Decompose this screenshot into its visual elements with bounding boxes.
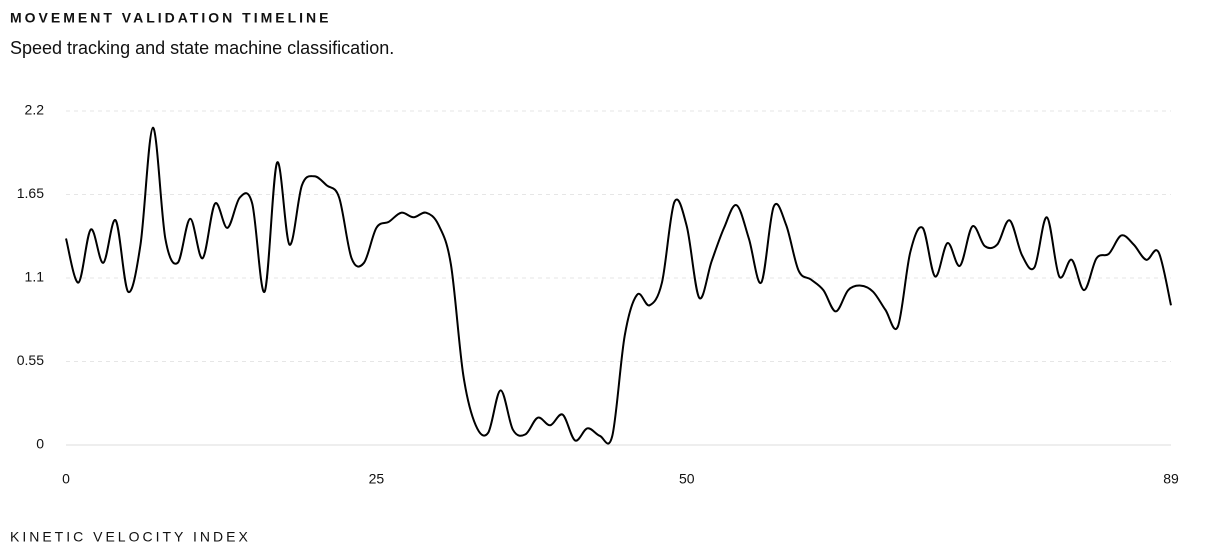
x-tick-label: 89 [1163,471,1179,487]
y-tick-label: 0.55 [17,352,44,368]
line [65,126,1172,445]
x-tick-label: 25 [369,471,385,487]
chart-subtitle: Speed tracking and state machine classif… [10,38,394,58]
chart-title: MOVEMENT VALIDATION TIMELINE [10,10,331,26]
x-axis-label: KINETIC VELOCITY INDEX [10,529,251,545]
x-tick-label: 50 [679,471,695,487]
y-tick-label: 1.65 [17,185,44,201]
y-tick-label: 1.1 [25,269,45,285]
y-tick-label: 2.2 [25,102,45,118]
y-tick-label: 0 [36,436,44,452]
x-tick-label: 0 [62,471,70,487]
